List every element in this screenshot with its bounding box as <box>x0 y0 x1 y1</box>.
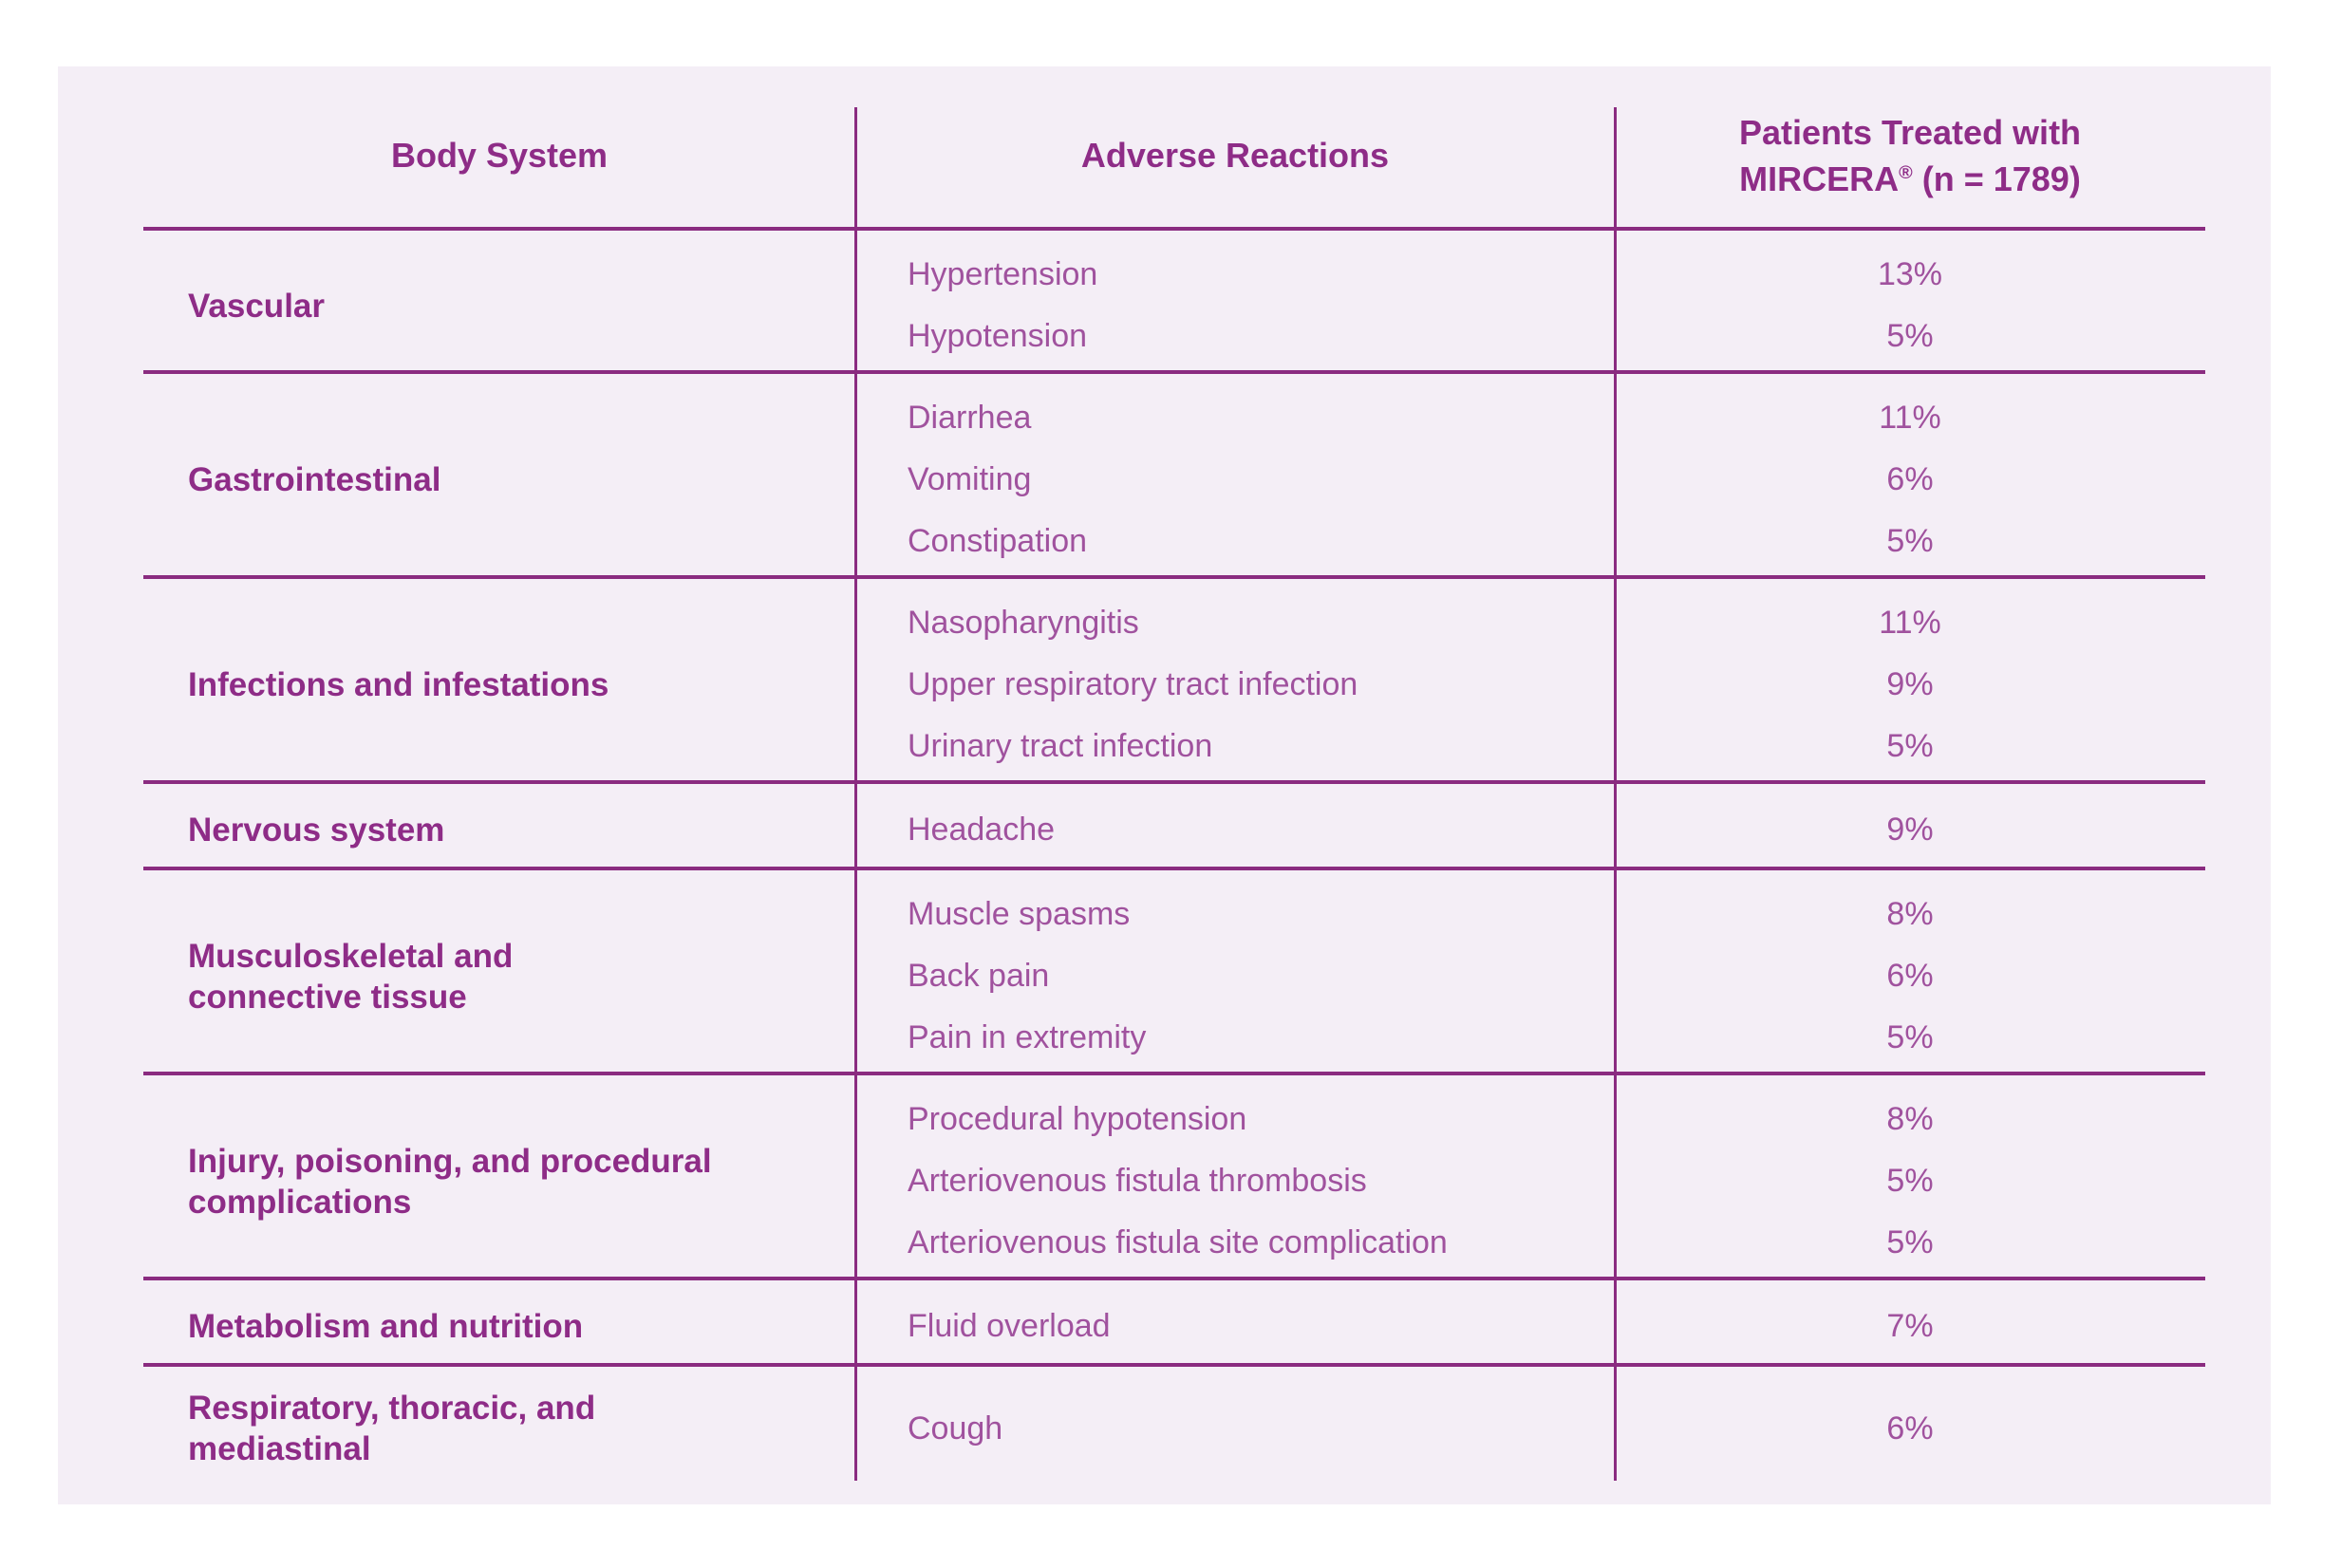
body-system-cell: Injury, poisoning, and procedural compli… <box>143 1075 855 1278</box>
percentage-cell: 6% <box>1615 1367 2205 1481</box>
reaction-item: Vomiting <box>908 461 1032 497</box>
percentage-value: 8% <box>1886 896 1934 932</box>
body-system-label: Respiratory, thoracic, and mediastinal <box>188 1390 596 1467</box>
percentage-cell: 11% 9% 5% <box>1615 579 2205 781</box>
body-system-cell: Infections and infestations <box>143 579 855 781</box>
reactions-cell: Headache <box>855 784 1615 867</box>
reactions-cell: Muscle spasms Back pain Pain in extremity <box>855 870 1615 1073</box>
percentage-cell: 8% 6% 5% <box>1615 870 2205 1073</box>
reaction-item: Arteriovenous fistula site complication <box>908 1224 1448 1260</box>
table-row: Vascular Hypertension Hypotension 13% 5% <box>143 231 2205 374</box>
reaction-item: Urinary tract infection <box>908 728 1213 764</box>
body-system-cell: Vascular <box>143 231 855 371</box>
percentage-value: 8% <box>1886 1101 1934 1137</box>
header-n-count: (n = 1789) <box>1912 159 2081 198</box>
reaction-item: Constipation <box>908 523 1088 559</box>
reaction-item: Hypertension <box>908 256 1098 292</box>
reaction-item: Muscle spasms <box>908 896 1131 932</box>
percentage-value: 6% <box>1886 1409 1934 1447</box>
table-header-row: Body System Adverse Reactions Patients T… <box>143 66 2205 231</box>
body-system-label: Gastrointestinal <box>188 461 441 498</box>
body-system-cell: Metabolism and nutrition <box>143 1280 855 1363</box>
percentage-cell: 11% 6% 5% <box>1615 374 2205 576</box>
percentage-value: 11% <box>1879 605 1941 641</box>
drug-name: MIRCERA <box>1739 159 1900 198</box>
percentage-value: 13% <box>1877 256 1943 292</box>
reactions-cell: Cough <box>855 1367 1615 1481</box>
reaction-item: Hypotension <box>908 318 1088 354</box>
header-adverse-reactions: Adverse Reactions <box>1080 136 1390 175</box>
body-system-cell: Respiratory, thoracic, and mediastinal <box>143 1367 855 1481</box>
percentage-value: 9% <box>1886 666 1934 702</box>
percentage-value: 11% <box>1879 400 1941 436</box>
table-row: Infections and infestations Nasopharyngit… <box>143 579 2205 784</box>
reaction-item: Upper respiratory tract infection <box>908 666 1358 702</box>
reaction-item: Nasopharyngitis <box>908 605 1139 641</box>
column-divider-2 <box>1614 107 1617 1481</box>
reaction-item: Cough <box>908 1409 1003 1447</box>
header-patients-treated: Patients Treated with MIRCERA® (n = 1789… <box>1615 95 2205 199</box>
table-row: Injury, poisoning, and procedural compli… <box>143 1075 2205 1280</box>
adverse-reactions-table: Body System Adverse Reactions Patients T… <box>143 66 2205 1481</box>
percentage-value: 6% <box>1886 958 1934 994</box>
body-system-cell: Nervous system <box>143 784 855 867</box>
table-body: Vascular Hypertension Hypotension 13% 5% Gast… <box>143 231 2205 1481</box>
percentage-value: 5% <box>1886 1224 1934 1260</box>
table-row: Nervous system Headache 9% <box>143 784 2205 870</box>
reaction-item: Fluid overload <box>908 1308 1111 1344</box>
reactions-cell: Fluid overload <box>855 1280 1615 1363</box>
table-row: Gastrointestinal Diarrhea Vomiting Constipa… <box>143 374 2205 579</box>
body-system-label: Vascular <box>188 287 325 325</box>
reaction-item: Pain in extremity <box>908 1019 1147 1055</box>
percentage-value: 5% <box>1886 728 1934 764</box>
body-system-cell: Gastrointestinal <box>143 374 855 576</box>
percentage-value: 6% <box>1886 461 1934 497</box>
percentage-value: 5% <box>1886 1163 1934 1199</box>
reaction-item: Back pain <box>908 958 1050 994</box>
percentage-value: 5% <box>1886 523 1934 559</box>
header-body-system: Body System <box>390 136 609 175</box>
percentage-cell: 9% <box>1615 784 2205 867</box>
body-system-cell: Musculoskeletal and connective tissue <box>143 870 855 1073</box>
percentage-value: 5% <box>1886 1019 1934 1055</box>
reaction-item: Arteriovenous fistula thrombosis <box>908 1163 1367 1199</box>
reactions-cell: Procedural hypotension Arteriovenous fist… <box>855 1075 1615 1278</box>
body-system-label: Metabolism and nutrition <box>188 1308 584 1345</box>
percentage-cell: 13% 5% <box>1615 231 2205 371</box>
reactions-cell: Nasopharyngitis Upper respiratory tract i… <box>855 579 1615 781</box>
reaction-item: Procedural hypotension <box>908 1101 1247 1137</box>
header-patients-line2: MIRCERA® (n = 1789) <box>1615 153 2205 199</box>
percentage-value: 9% <box>1886 812 1934 848</box>
header-patients-line1: Patients Treated with <box>1738 112 2082 152</box>
body-system-label: Injury, poisoning, and procedural compli… <box>188 1142 712 1221</box>
reactions-cell: Diarrhea Vomiting Constipation <box>855 374 1615 576</box>
percentage-cell: 7% <box>1615 1280 2205 1363</box>
column-divider-1 <box>854 107 857 1481</box>
body-system-label: Nervous system <box>188 812 445 849</box>
table-row: Metabolism and nutrition Fluid overload 7% <box>143 1280 2205 1367</box>
percentage-value: 7% <box>1886 1308 1934 1344</box>
reactions-cell: Hypertension Hypotension <box>855 231 1615 371</box>
table-row: Respiratory, thoracic, and mediastinal Co… <box>143 1367 2205 1481</box>
body-system-label: Musculoskeletal and connective tissue <box>188 937 514 1016</box>
reaction-item: Headache <box>908 812 1056 848</box>
adverse-reactions-table-panel: Body System Adverse Reactions Patients T… <box>58 66 2271 1504</box>
table-row: Musculoskeletal and connective tissue Mus… <box>143 870 2205 1075</box>
reaction-item: Diarrhea <box>908 400 1032 436</box>
registered-trademark-symbol: ® <box>1899 161 1913 183</box>
body-system-label: Infections and infestations <box>188 666 609 703</box>
percentage-cell: 8% 5% 5% <box>1615 1075 2205 1278</box>
percentage-value: 5% <box>1886 318 1934 354</box>
